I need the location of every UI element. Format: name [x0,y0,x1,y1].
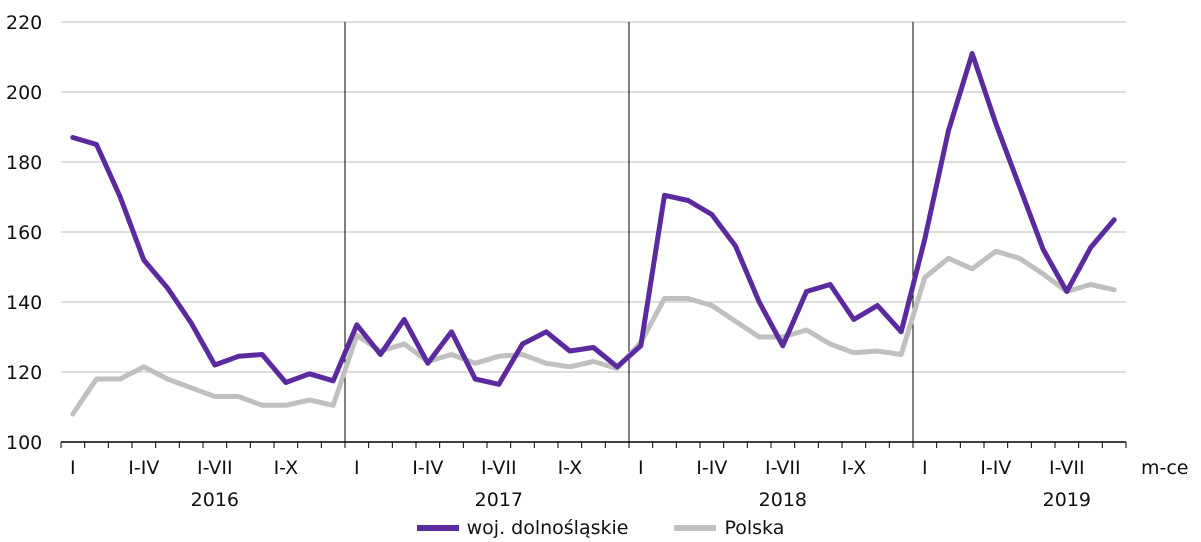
y-tick-label: 100 [6,432,42,454]
x-tick-label: I-X [558,457,583,479]
x-unit-label: m-ce [1141,457,1189,479]
x-tick-label: I-X [274,457,299,479]
y-tick-label: 140 [6,292,42,314]
x-tick-label: I-X [842,457,867,479]
legend-swatch-polska [674,525,717,531]
x-tick-label: I-VII [765,457,801,479]
x-tick-label: I-IV [412,457,443,479]
legend-swatch-dolnoslaskie [416,525,459,531]
x-tick-label: I [70,457,76,479]
x-tick-label: I-VII [1049,457,1085,479]
tick-labels: 100 120 140 160 180 200 220 I I-IV I-VII I-X 2016 I I… [6,12,1189,511]
series-line-polska [70,248,1117,417]
legend-label-polska: Polska [724,517,785,539]
axes [60,441,1127,448]
gridlines [61,21,1126,373]
x-tick-label: I-VII [197,457,233,479]
year-label: 2019 [1043,489,1091,511]
year-label: 2018 [759,489,807,511]
legend: woj. dolnośląskie Polska [0,516,1201,540]
y-tick-label: 120 [6,362,42,384]
series-lines [70,51,1117,417]
x-tick-label: I-VII [481,457,517,479]
legend-label-dolnoslaskie: woj. dolnośląskie [466,517,629,539]
year-label: 2016 [191,489,239,511]
x-tick-label: I-IV [128,457,159,479]
x-tick-label: I-IV [980,457,1011,479]
y-tick-label: 220 [6,12,42,34]
y-tick-label: 180 [6,152,42,174]
year-label: 2017 [475,489,523,511]
x-tick-label: I-IV [696,457,727,479]
y-tick-label: 160 [6,222,42,244]
legend-item-dolnoslaskie: woj. dolnośląskie [416,517,629,539]
x-tick-label: I [922,457,928,479]
x-tick-label: I [354,457,360,479]
y-tick-label: 200 [6,82,42,104]
legend-item-polska: Polska [674,517,784,539]
series-line-dolnoslaskie [70,51,1117,387]
x-tick-label: I [638,457,644,479]
